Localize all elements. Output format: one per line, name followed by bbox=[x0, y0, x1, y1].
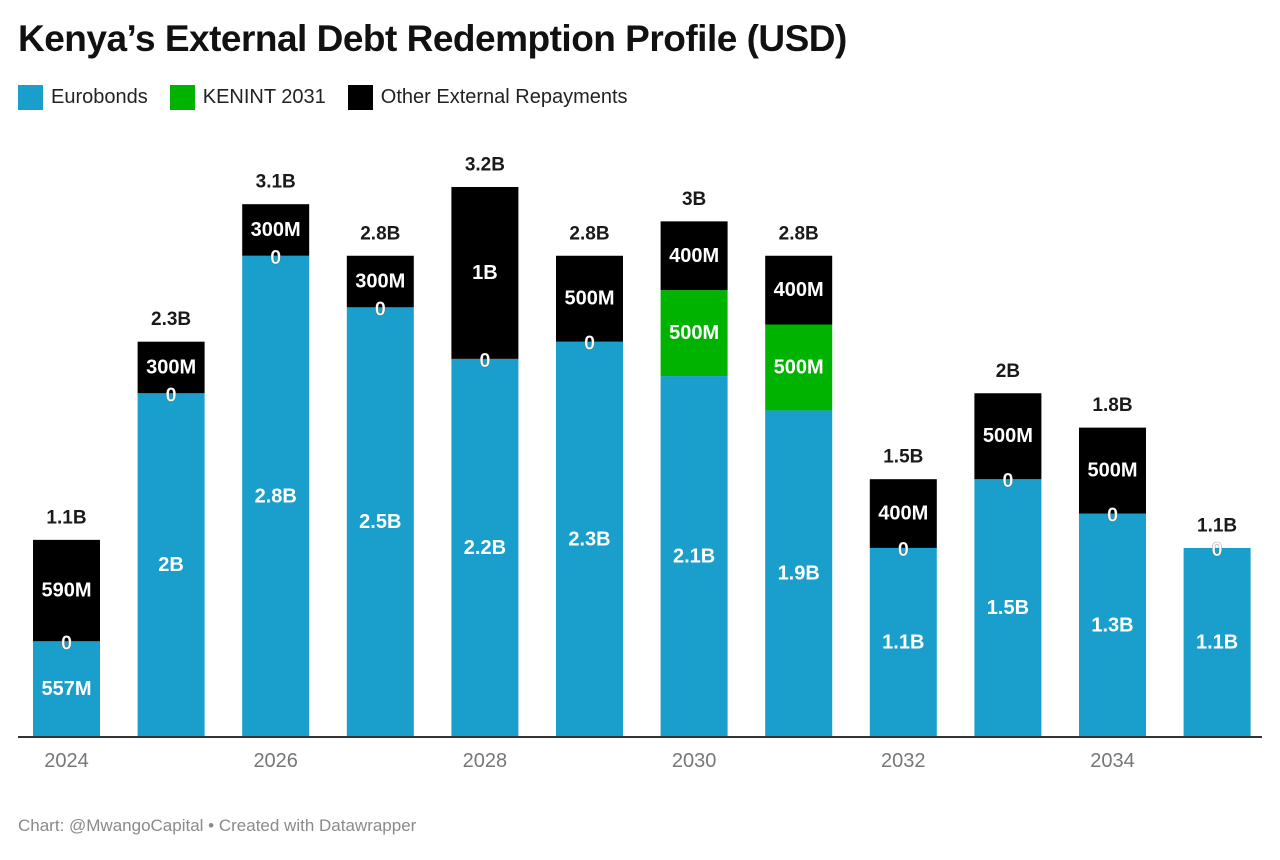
segment-label-2025-s0: 2B bbox=[158, 554, 184, 576]
x-tick-label-2026: 2026 bbox=[253, 750, 298, 772]
total-label-2033: 2B bbox=[996, 361, 1020, 382]
segment-label-2029-s0: 2.3B bbox=[568, 528, 610, 550]
x-tick-label-2032: 2032 bbox=[881, 750, 926, 772]
bar-segment-2028-s2 bbox=[451, 187, 519, 359]
segment-label-2027-s0: 2.5B bbox=[359, 511, 401, 533]
bar-segment-2035-s0 bbox=[1183, 547, 1251, 737]
stacked-bar-chart: 557M 0 590M 1.1B 2024 2B 0 300M 2.3B 2.8B 0 300M 3.1… bbox=[18, 155, 1262, 772]
legend-item-kenint-2031: KENINT 2031 bbox=[169, 85, 326, 110]
total-label-2025: 2.3B bbox=[151, 309, 191, 330]
bar-segment-2034-s0 bbox=[1079, 513, 1146, 737]
bar-segment-2033-s0 bbox=[974, 479, 1042, 737]
segment-label-2032-s0: 1.1B bbox=[882, 631, 924, 653]
bar-segment-2031-s2 bbox=[765, 255, 833, 325]
total-label-2031: 2.8B bbox=[779, 223, 819, 244]
segment-label-2031-s0: 1.9B bbox=[778, 563, 820, 585]
segment-label-2024-s2: 590M bbox=[41, 580, 91, 602]
legend-swatch-eurobonds bbox=[18, 85, 43, 110]
segment-label-2035-s0: 1.1B bbox=[1196, 631, 1238, 653]
total-label-2032: 1.5B bbox=[883, 447, 923, 468]
bar-segment-2030-s1 bbox=[660, 290, 728, 377]
bar-segment-2030-s2 bbox=[660, 221, 728, 291]
x-tick-label-2034: 2034 bbox=[1090, 750, 1135, 772]
legend-label-kenint-2031: KENINT 2031 bbox=[202, 86, 326, 108]
segment-label-2030-s0: 2.1B bbox=[673, 546, 715, 568]
legend-swatch-other-external bbox=[347, 85, 373, 110]
bar-segment-2032-s0 bbox=[869, 547, 937, 737]
x-tick-label-2030: 2030 bbox=[672, 750, 717, 772]
bar-segment-2027-s2 bbox=[346, 255, 414, 308]
bar-segment-2032-s2 bbox=[869, 479, 937, 548]
bar-segment-2029-s2 bbox=[556, 255, 623, 342]
segment-label-2031-s1: 500M bbox=[774, 356, 824, 378]
legend-label-eurobonds: Eurobonds bbox=[51, 86, 148, 108]
bar-segment-2025-s2 bbox=[137, 341, 205, 394]
segment-label-2033-s0: 1.5B bbox=[987, 597, 1029, 619]
segment-label-2034-s1: 0 bbox=[1107, 505, 1118, 527]
segment-label-2029-s1: 0 bbox=[584, 333, 595, 355]
bar-segment-2026-s0 bbox=[242, 255, 310, 737]
segment-label-2030-s2: 400M bbox=[669, 245, 719, 267]
segment-label-2028-s0: 2.2B bbox=[464, 537, 506, 559]
segment-label-2025-s2: 300M bbox=[146, 356, 196, 378]
legend-item-eurobonds: Eurobonds bbox=[18, 85, 148, 110]
segment-label-2025-s1: 0 bbox=[166, 384, 177, 406]
segment-label-2029-s2: 500M bbox=[564, 288, 614, 310]
segment-label-2034-s0: 1.3B bbox=[1091, 614, 1133, 636]
segment-label-2028-s2: 1B bbox=[472, 262, 498, 284]
segment-label-2030-s1: 500M bbox=[669, 322, 719, 344]
segment-label-2032-s2: 400M bbox=[878, 503, 928, 525]
total-label-2024: 1.1B bbox=[46, 507, 86, 528]
total-label-2026: 3.1B bbox=[256, 172, 296, 193]
legend: Eurobonds KENINT 2031 Other External Rep… bbox=[18, 85, 650, 110]
segment-label-2024-s1: 0 bbox=[61, 632, 72, 654]
bar-segment-2024-s0 bbox=[33, 641, 100, 737]
segment-label-2027-s2: 300M bbox=[355, 271, 405, 293]
bar-segment-2030-s0 bbox=[660, 376, 728, 737]
bar-segment-2025-s0 bbox=[137, 393, 205, 737]
total-label-2027: 2.8B bbox=[360, 223, 400, 244]
bar-segment-2034-s2 bbox=[1079, 427, 1146, 514]
total-label-2030: 3B bbox=[682, 189, 706, 210]
total-label-2029: 2.8B bbox=[569, 223, 609, 244]
segment-label-2035-s1: 0 bbox=[1212, 539, 1223, 561]
bar-segment-2031-s1 bbox=[765, 324, 833, 411]
total-label-2034: 1.8B bbox=[1092, 395, 1132, 416]
bar-segment-2029-s0 bbox=[556, 341, 623, 737]
legend-item-other-external-repayments: Other External Repayments bbox=[347, 85, 628, 110]
legend-label-other-external: Other External Repayments bbox=[380, 86, 628, 108]
segment-label-2027-s1: 0 bbox=[375, 298, 386, 320]
segment-label-2033-s1: 0 bbox=[1002, 470, 1013, 492]
bar-segment-2024-s2 bbox=[33, 539, 100, 642]
segment-label-2026-s2: 300M bbox=[251, 219, 301, 241]
bar-segment-2028-s0 bbox=[451, 358, 519, 737]
segment-label-2033-s2: 500M bbox=[983, 425, 1033, 447]
segment-label-2024-s0: 557M bbox=[41, 678, 91, 700]
bar-segment-2026-s2 bbox=[242, 204, 310, 256]
segment-label-2032-s1: 0 bbox=[898, 539, 909, 561]
x-tick-label-2028: 2028 bbox=[463, 750, 508, 772]
bar-segment-2031-s0 bbox=[765, 410, 833, 737]
x-tick-label-2024: 2024 bbox=[44, 750, 89, 772]
total-label-2028: 3.2B bbox=[465, 155, 505, 176]
total-label-2035: 1.1B bbox=[1197, 515, 1237, 536]
chart-footer: Chart: @MwangoCapital • Created with Dat… bbox=[18, 816, 417, 835]
segment-label-2028-s1: 0 bbox=[479, 350, 490, 372]
bar-segment-2033-s2 bbox=[974, 393, 1042, 480]
legend-swatch-kenint-2031 bbox=[169, 85, 195, 110]
segment-label-2026-s1: 0 bbox=[270, 247, 281, 269]
segment-label-2034-s2: 500M bbox=[1087, 460, 1137, 482]
chart-title: Kenya’s External Debt Redemption Profile… bbox=[18, 18, 847, 59]
segment-label-2026-s0: 2.8B bbox=[255, 485, 297, 507]
segment-label-2031-s2: 400M bbox=[774, 279, 824, 301]
bar-segment-2027-s0 bbox=[346, 307, 414, 737]
